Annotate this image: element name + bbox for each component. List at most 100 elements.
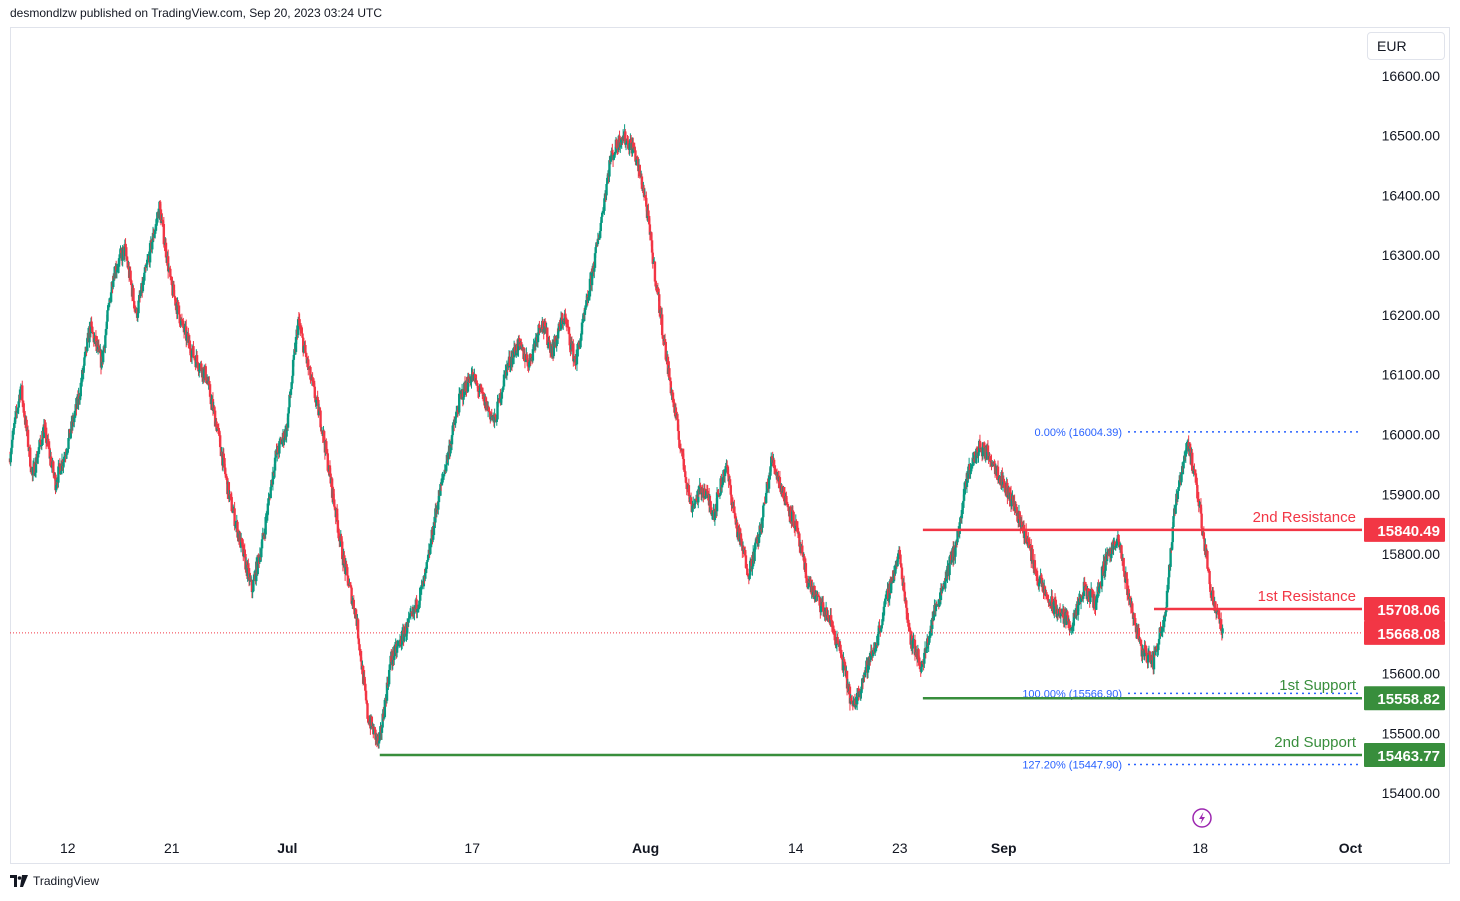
candle-body [680,449,683,451]
candle-body [19,386,23,399]
candle-body [210,399,213,405]
candle-body [840,653,843,655]
candle-body [172,284,176,296]
candle-body [1174,505,1177,514]
candle-body [1144,645,1147,650]
candle-body [110,281,114,293]
candle-body [970,468,973,471]
candle-body [192,346,195,358]
candle-body [1157,644,1160,650]
x-tick-label: 18 [1192,840,1208,856]
candle-body [1185,448,1188,451]
candle-body [767,475,771,489]
candle-body [434,508,437,523]
candle-body [921,662,925,664]
candle-body [125,247,128,257]
flash-icon[interactable] [1192,808,1212,828]
candle-body [694,498,697,505]
candle-body [843,661,847,666]
candle-body [1040,575,1043,578]
candle-body [49,456,53,468]
candle-body [900,564,903,568]
candle-body [1023,531,1026,539]
candle-body [218,430,221,436]
candle-body [59,467,62,475]
candle-body [710,507,713,515]
candle-body [282,432,285,443]
candle-body [373,727,376,730]
candle-body [961,507,964,510]
candle-body [1114,546,1117,548]
candle-body [48,448,51,459]
candle-body [971,457,974,467]
candle-body [408,616,411,619]
candle-body [642,187,646,196]
candle-body [769,466,772,476]
candle-body [1170,542,1174,550]
candle-body [674,407,678,419]
candle-body [619,142,622,148]
candle-body [388,665,392,670]
candle-body [1082,596,1085,599]
candle-body [560,317,563,319]
candle-body [11,430,15,440]
candle-body [705,490,708,496]
candle-body [505,364,509,376]
candle-body [445,454,449,465]
candle-body [593,267,596,272]
candle-body [515,344,519,352]
candle-body [1204,544,1208,555]
candle-body [407,618,410,623]
candle-body [596,238,600,245]
candle-body [1176,490,1180,500]
candle-body [240,538,244,543]
candle-body [173,295,176,298]
candle-body [701,488,704,493]
candle-body [14,410,17,418]
candle-body [378,732,381,741]
candle-body [38,439,41,448]
currency-selector[interactable]: EUR [1367,32,1445,60]
candle-body [839,644,842,654]
candle-body [778,477,782,488]
candle-body [967,466,970,479]
candle-body [1144,649,1148,653]
publish-attribution: desmondlzw published on TradingView.com,… [10,6,383,20]
candle-body [454,416,457,424]
candle-body [1110,554,1113,559]
candle-body [320,427,323,431]
candle-body [453,423,457,425]
candle-body [1127,589,1130,600]
candle-body [825,607,829,620]
candle-body [439,484,443,486]
candle-body [183,326,186,333]
candle-body [487,407,491,411]
candle-body [419,587,423,589]
candle-body [252,576,256,580]
x-tick-label: Sep [991,840,1017,856]
candle-body [1146,662,1149,664]
candle-body [486,402,489,411]
candle-body [932,616,935,621]
candle-body [234,523,238,526]
candle-body [879,628,883,632]
candle-body [418,600,421,605]
candle-body [1045,593,1048,595]
candle-body [1214,601,1217,610]
candle-body [372,727,376,735]
candle-body [905,600,908,608]
candle-body [50,465,54,468]
candle-body [13,417,17,424]
candle-body [107,307,110,311]
y-tick-label: 15400.00 [1382,785,1441,801]
candle-body [278,441,281,454]
candle-body [247,564,250,569]
candle-body [699,484,702,487]
candle-body [56,482,59,484]
candle-body [247,568,251,581]
candle-body [1118,545,1122,548]
candle-body [562,319,565,325]
candle-body [962,500,965,508]
candle-body [93,338,96,343]
